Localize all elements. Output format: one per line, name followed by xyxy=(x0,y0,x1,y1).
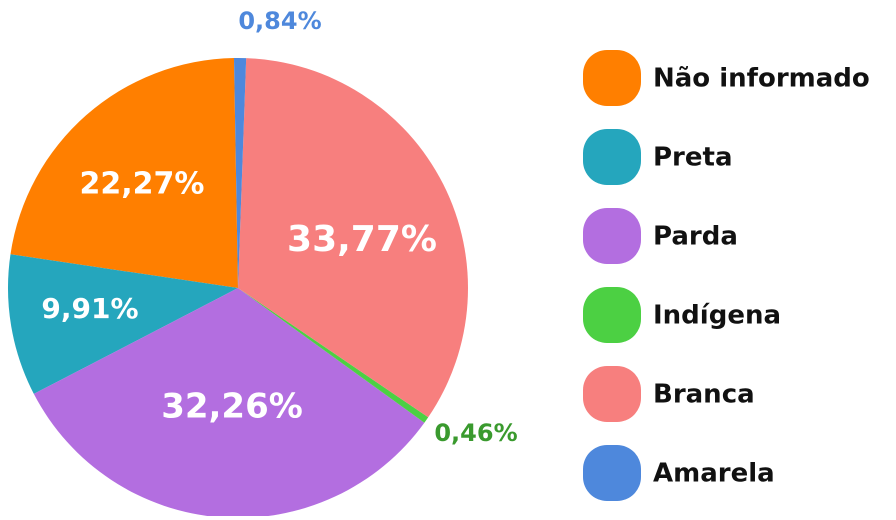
legend-label: Amarela xyxy=(653,459,775,489)
pie-slice xyxy=(233,58,247,288)
legend-swatch xyxy=(583,129,641,185)
legend-label: Parda xyxy=(653,222,738,252)
legend-swatch xyxy=(583,50,641,106)
legend-swatch xyxy=(583,208,641,264)
pie-slice xyxy=(10,58,239,288)
data-label: 22,27% xyxy=(80,167,205,202)
legend-label: Não informado xyxy=(653,64,870,94)
pie-slice xyxy=(238,58,468,418)
legend-label: Preta xyxy=(653,143,733,173)
pie-slice xyxy=(33,288,425,518)
legend-label: Indígena xyxy=(653,301,781,331)
legend-swatch xyxy=(583,445,641,501)
pie-slice xyxy=(238,288,429,423)
data-label: 0,46% xyxy=(434,419,517,447)
legend-swatch xyxy=(583,366,641,422)
data-label: 32,26% xyxy=(161,387,303,427)
legend-label: Branca xyxy=(653,380,755,410)
data-label: 33,77% xyxy=(287,219,437,260)
data-label: 9,91% xyxy=(41,292,138,325)
pie-slice xyxy=(8,254,238,394)
data-label: 0,84% xyxy=(238,7,321,35)
legend-swatch xyxy=(583,287,641,343)
